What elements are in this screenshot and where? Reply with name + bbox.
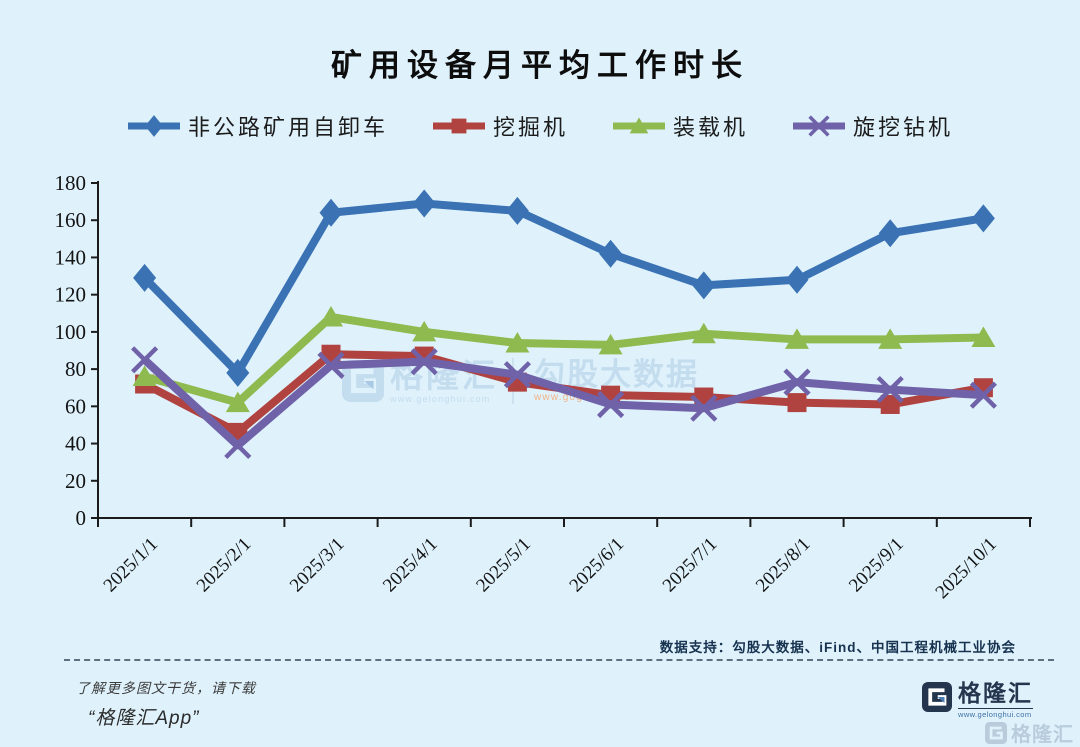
marker-s2-p7 — [785, 328, 809, 349]
marker-s3-p2 — [317, 351, 345, 379]
marker-s3-p5 — [597, 390, 625, 419]
marker-s2-p8 — [878, 328, 903, 349]
marker-s3-p9 — [969, 381, 997, 409]
chart-legend: 非公路矿用自卸车 挖掘机 装载机 旋挖钻机 — [0, 110, 1080, 142]
marker-s3-p1 — [224, 431, 252, 460]
series-line-0 — [141, 199, 985, 377]
marker-s0-p9 — [971, 204, 995, 233]
gelonghui-logo-url: www.gelonghui.com — [958, 708, 1033, 719]
marker-s2-p5 — [598, 333, 623, 355]
legend-label: 非公路矿用自卸车 — [187, 115, 388, 140]
marker-s2-p9 — [971, 326, 996, 347]
legend-marker-square-icon — [432, 118, 485, 134]
legend-item-3: 旋挖钻机 — [792, 110, 953, 142]
y-tick-label: 140 — [55, 245, 87, 269]
marker-s2-p0 — [132, 365, 157, 387]
marker-s3-p4 — [503, 361, 531, 389]
marker-s0-p8 — [878, 219, 902, 248]
marker-s0-p6 — [692, 271, 716, 300]
legend-item-0: 非公路矿用自卸车 — [127, 110, 388, 142]
footer-divider — [64, 659, 1054, 661]
marker-s0-p5 — [599, 239, 623, 268]
marker-s0-p1 — [226, 358, 250, 387]
legend-label: 旋挖钻机 — [853, 115, 954, 140]
corner-watermark: 格隆汇 — [985, 718, 1074, 747]
legend-marker-diamond-icon — [127, 115, 180, 137]
legend-label: 挖掘机 — [492, 115, 568, 140]
data-source-note: 数据支持：勾股大数据、iFind、中国工程机械工业协会 — [659, 640, 1016, 655]
marker-s0-p0 — [133, 263, 157, 292]
marker-s2-p2 — [319, 306, 343, 327]
series-line-3 — [141, 356, 984, 450]
y-tick-label: 120 — [55, 283, 87, 307]
series-line-2 — [143, 313, 984, 407]
x-tick-label: 2025/7/1 — [659, 534, 722, 597]
legend-item-1: 挖掘机 — [432, 110, 568, 142]
y-tick-label: 100 — [55, 320, 87, 344]
marker-s1-p8 — [880, 394, 900, 414]
legend-marker-x-icon — [793, 115, 846, 137]
marker-s2-p1 — [225, 391, 250, 413]
y-tick-label: 60 — [65, 394, 86, 418]
corner-watermark-text: 格隆汇 — [1011, 724, 1074, 746]
legend-marker-triangle-icon — [613, 117, 665, 134]
x-tick-label: 2025/5/1 — [472, 534, 535, 597]
gelonghui-logo-text: 格隆汇 — [958, 680, 1033, 706]
legend-marker-glyph — [451, 118, 467, 134]
legend-marker-glyph — [629, 117, 649, 134]
legend-item-2: 装载机 — [612, 110, 748, 142]
gelonghui-corner-icon — [985, 721, 1007, 744]
gelonghui-g-icon — [922, 682, 952, 712]
legend-label: 装载机 — [673, 115, 749, 140]
x-tick-label: 2025/2/1 — [193, 534, 256, 597]
x-tick-label: 2025/4/1 — [379, 534, 442, 597]
y-tick-label: 180 — [55, 171, 87, 195]
y-tick-label: 80 — [65, 357, 86, 381]
marker-s0-p4 — [505, 196, 529, 225]
footer-promo-line1: 了解更多图文干货，请下载 — [76, 680, 256, 696]
watermark-brand-url: www.gelonghui.com — [390, 393, 491, 404]
marker-s0-p3 — [412, 189, 436, 218]
marker-s1-p7 — [787, 393, 807, 413]
footer-promo: 了解更多图文干货，请下载 “格隆汇App” — [76, 678, 256, 730]
y-tick-label: 20 — [65, 469, 86, 493]
marker-s3-p6 — [690, 394, 718, 422]
marker-s0-p2 — [319, 198, 343, 227]
footer-promo-line2: “格隆汇App” — [88, 708, 200, 729]
legend-marker-glyph — [144, 115, 163, 137]
marker-s2-p3 — [412, 320, 437, 342]
gelonghui-logo-watermark-icon — [342, 360, 384, 402]
marker-s3-p8 — [876, 375, 904, 404]
x-tick-label: 2025/6/1 — [566, 534, 629, 597]
chart-title: 矿用设备月平均工作时长 — [331, 48, 749, 83]
marker-s3-p3 — [410, 348, 438, 376]
marker-s2-p4 — [505, 332, 530, 353]
y-tick-label: 0 — [76, 506, 87, 530]
x-tick-label: 2025/1/1 — [100, 534, 163, 597]
marker-s2-p6 — [691, 322, 716, 344]
x-tick-label: 2025/3/1 — [286, 534, 349, 597]
legend-marker-glyph — [808, 115, 830, 137]
y-tick-label: 40 — [65, 432, 86, 456]
y-tick-label: 160 — [55, 208, 87, 232]
marker-s3-p0 — [131, 346, 159, 374]
x-tick-label: 2025/10/1 — [932, 534, 1001, 603]
marker-s3-p7 — [783, 368, 811, 396]
x-tick-label: 2025/9/1 — [845, 534, 908, 597]
marker-s0-p7 — [785, 265, 809, 294]
x-tick-label: 2025/8/1 — [752, 534, 815, 597]
gelonghui-logo-text-block: 格隆汇 www.gelonghui.com — [958, 682, 1033, 719]
gelonghui-logo: 格隆汇 www.gelonghui.com — [922, 682, 1033, 719]
